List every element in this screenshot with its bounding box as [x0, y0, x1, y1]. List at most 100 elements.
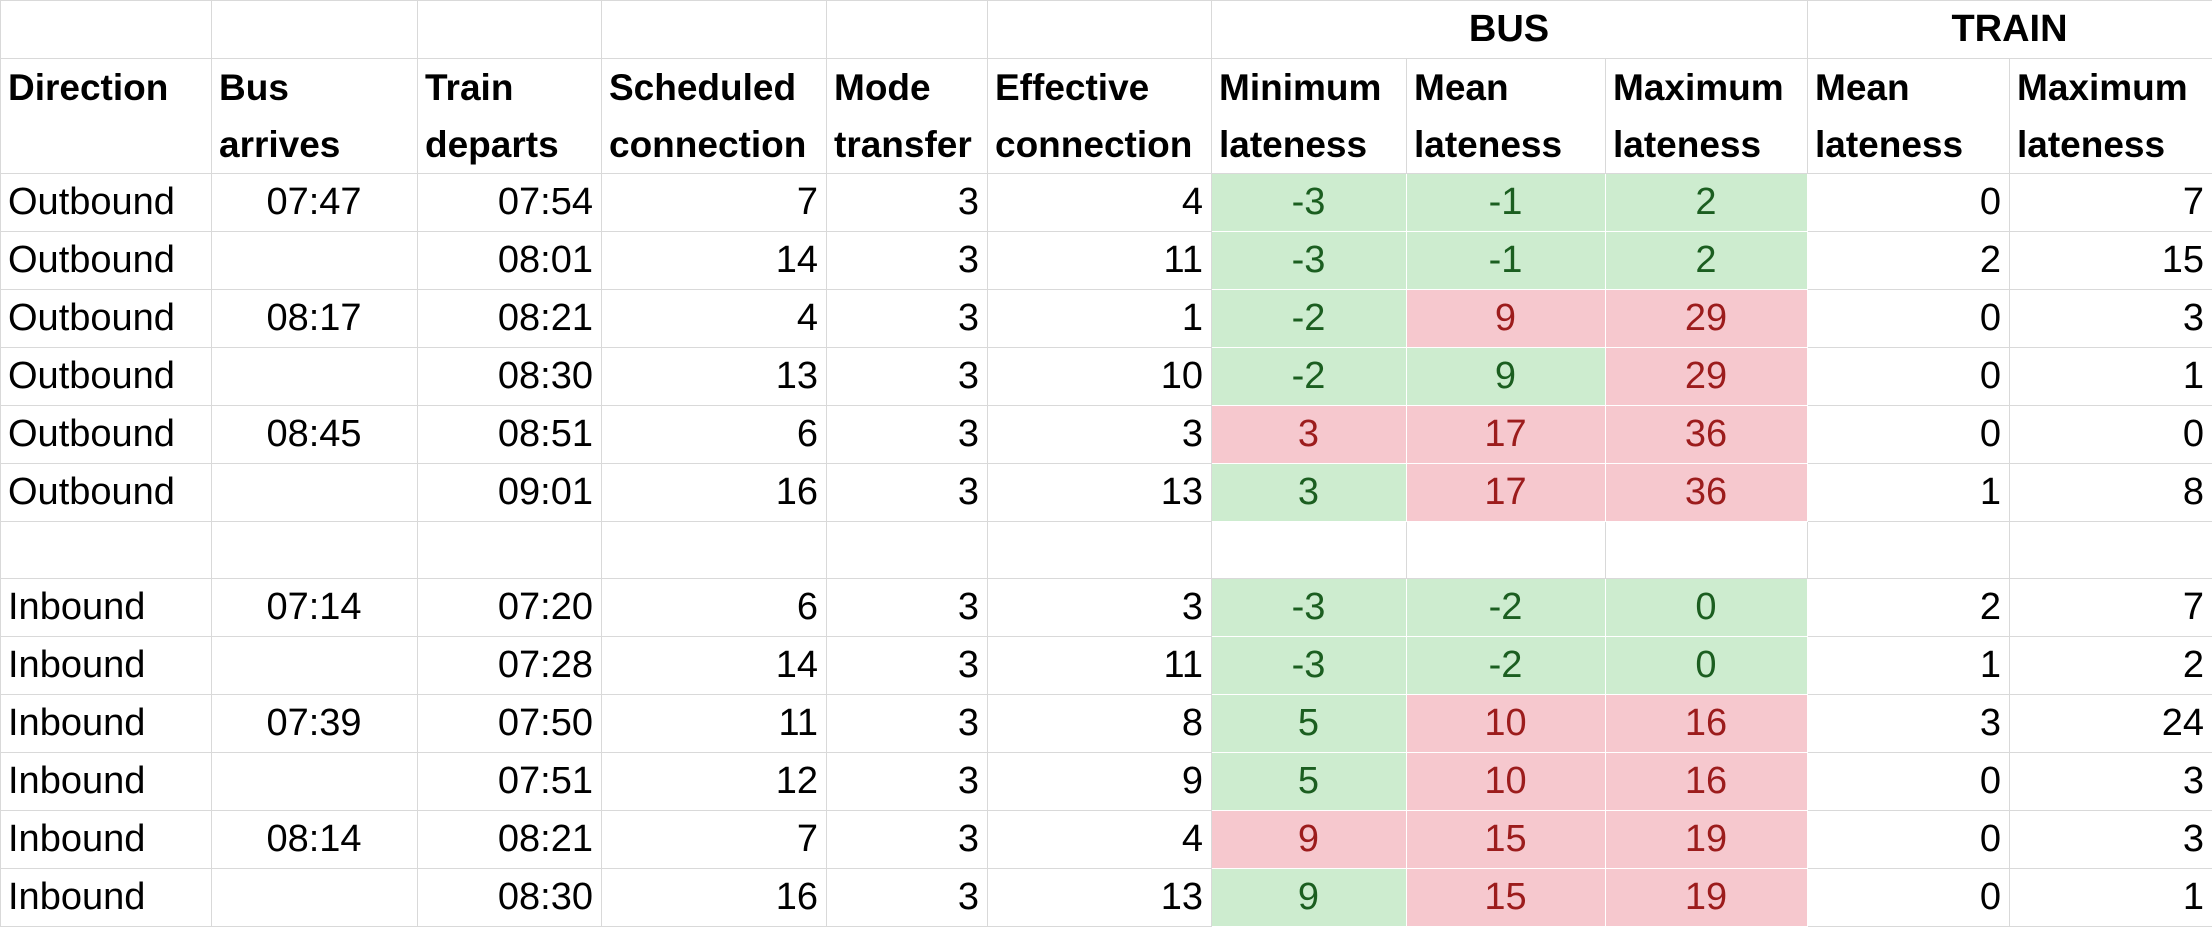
bus-min-lateness-cell[interactable]: 9	[1212, 869, 1407, 927]
direction-cell[interactable]: Outbound	[1, 290, 212, 348]
direction-cell[interactable]: Outbound	[1, 174, 212, 232]
scheduled-connection-cell[interactable]: 14	[602, 232, 827, 290]
empty-cell[interactable]	[827, 1, 988, 59]
bus-mean-lateness-cell[interactable]: 9	[1407, 290, 1606, 348]
mode-transfer-cell[interactable]: 3	[827, 869, 988, 927]
bus-arrives-cell[interactable]	[212, 464, 418, 522]
effective-connection-cell[interactable]: 13	[988, 869, 1212, 927]
scheduled-connection-cell[interactable]: 13	[602, 348, 827, 406]
bus-mean-lateness-cell[interactable]: 17	[1407, 464, 1606, 522]
effective-connection-cell[interactable]: 11	[988, 232, 1212, 290]
effective-connection-cell[interactable]: 10	[988, 348, 1212, 406]
bus-min-lateness-cell[interactable]: 5	[1212, 753, 1407, 811]
mode-transfer-cell[interactable]: 3	[827, 695, 988, 753]
bus-group-header[interactable]: BUS	[1212, 1, 1808, 59]
bus-max-lateness-cell[interactable]: 2	[1606, 232, 1808, 290]
effective-connection-cell[interactable]: 8	[988, 695, 1212, 753]
train-departs-cell[interactable]: 08:30	[418, 869, 602, 927]
bus-mean-lateness-cell[interactable]: 10	[1407, 695, 1606, 753]
train-mean-lateness-cell[interactable]: 0	[1808, 290, 2010, 348]
direction-cell[interactable]: Inbound	[1, 695, 212, 753]
train-mean-lateness-cell[interactable]: 2	[1808, 579, 2010, 637]
empty-cell[interactable]	[1, 522, 212, 579]
direction-cell[interactable]: Outbound	[1, 464, 212, 522]
effective-connection-cell[interactable]: 4	[988, 174, 1212, 232]
bus-arrives-cell[interactable]	[212, 348, 418, 406]
train-mean-lateness-cell[interactable]: 3	[1808, 695, 2010, 753]
bus-max-lateness-cell[interactable]: 19	[1606, 869, 1808, 927]
scheduled-connection-cell[interactable]: 16	[602, 464, 827, 522]
effective-connection-cell[interactable]: 9	[988, 753, 1212, 811]
mode-transfer-cell[interactable]: 3	[827, 811, 988, 869]
bus-mean-lateness-cell[interactable]: -1	[1407, 174, 1606, 232]
bus-min-lateness-cell[interactable]: 3	[1212, 406, 1407, 464]
scheduled-connection-cell[interactable]: 16	[602, 869, 827, 927]
mode-transfer-cell[interactable]: 3	[827, 464, 988, 522]
bus-max-lateness-cell[interactable]: 0	[1606, 579, 1808, 637]
effective-connection-cell[interactable]: 1	[988, 290, 1212, 348]
bus-max-lateness-cell[interactable]: 19	[1606, 811, 1808, 869]
mode-transfer-cell[interactable]: 3	[827, 232, 988, 290]
bus-mean-lateness-cell[interactable]: -2	[1407, 579, 1606, 637]
scheduled-connection-cell[interactable]: 11	[602, 695, 827, 753]
bus-max-lateness-cell[interactable]: 2	[1606, 174, 1808, 232]
scheduled-connection-cell[interactable]: 12	[602, 753, 827, 811]
direction-cell[interactable]: Inbound	[1, 753, 212, 811]
bus-min-lateness-cell[interactable]: -3	[1212, 637, 1407, 695]
mode-transfer-cell[interactable]: 3	[827, 579, 988, 637]
bus-min-lateness-cell[interactable]: 3	[1212, 464, 1407, 522]
empty-cell[interactable]	[988, 1, 1212, 59]
train-mean-lateness-cell[interactable]: 0	[1808, 174, 2010, 232]
train-departs-cell[interactable]: 07:54	[418, 174, 602, 232]
direction-cell[interactable]: Outbound	[1, 348, 212, 406]
train-max-lateness-cell[interactable]: 7	[2010, 579, 2212, 637]
bus-mean-lateness-cell[interactable]: -2	[1407, 637, 1606, 695]
mode-transfer-cell[interactable]: 3	[827, 406, 988, 464]
empty-cell[interactable]	[2010, 522, 2212, 579]
empty-cell[interactable]	[1407, 522, 1606, 579]
bus-mean-lateness-cell[interactable]: 15	[1407, 869, 1606, 927]
empty-cell[interactable]	[1808, 522, 2010, 579]
bus-max-lateness-cell[interactable]: 16	[1606, 753, 1808, 811]
bus-arrives-cell[interactable]: 07:39	[212, 695, 418, 753]
train-max-lateness-cell[interactable]: 7	[2010, 174, 2212, 232]
train-mean-lateness-cell[interactable]: 1	[1808, 637, 2010, 695]
mode-transfer-cell[interactable]: 3	[827, 637, 988, 695]
scheduled-connection-cell[interactable]: 7	[602, 174, 827, 232]
effective-connection-cell[interactable]: 11	[988, 637, 1212, 695]
bus-min-lateness-cell[interactable]: -3	[1212, 232, 1407, 290]
empty-cell[interactable]	[418, 1, 602, 59]
empty-cell[interactable]	[988, 522, 1212, 579]
train-mean-lateness-cell[interactable]: 0	[1808, 811, 2010, 869]
mode-transfer-cell[interactable]: 3	[827, 290, 988, 348]
bus-max-lateness-cell[interactable]: 29	[1606, 348, 1808, 406]
bus-mean-lateness-cell[interactable]: 9	[1407, 348, 1606, 406]
direction-cell[interactable]: Inbound	[1, 579, 212, 637]
train-mean-lateness-cell[interactable]: 1	[1808, 464, 2010, 522]
train-departs-cell[interactable]: 07:20	[418, 579, 602, 637]
train-max-lateness-cell[interactable]: 3	[2010, 811, 2212, 869]
train-mean-lateness-cell[interactable]: 2	[1808, 232, 2010, 290]
bus-min-lateness-cell[interactable]: 5	[1212, 695, 1407, 753]
train-group-header[interactable]: TRAIN	[1808, 1, 2212, 59]
empty-cell[interactable]	[1606, 522, 1808, 579]
effective-connection-cell[interactable]: 4	[988, 811, 1212, 869]
train-departs-cell[interactable]: 07:28	[418, 637, 602, 695]
train-mean-lateness-cell[interactable]: 0	[1808, 348, 2010, 406]
scheduled-connection-cell[interactable]: 6	[602, 406, 827, 464]
empty-cell[interactable]	[827, 522, 988, 579]
bus-min-lateness-cell[interactable]: -2	[1212, 290, 1407, 348]
empty-cell[interactable]	[1, 1, 212, 59]
direction-cell[interactable]: Inbound	[1, 869, 212, 927]
effective-connection-cell[interactable]: 3	[988, 406, 1212, 464]
bus-min-lateness-cell[interactable]: 9	[1212, 811, 1407, 869]
train-mean-lateness-cell[interactable]: 0	[1808, 869, 2010, 927]
bus-max-lateness-cell[interactable]: 0	[1606, 637, 1808, 695]
scheduled-connection-cell[interactable]: 7	[602, 811, 827, 869]
train-departs-cell[interactable]: 07:50	[418, 695, 602, 753]
